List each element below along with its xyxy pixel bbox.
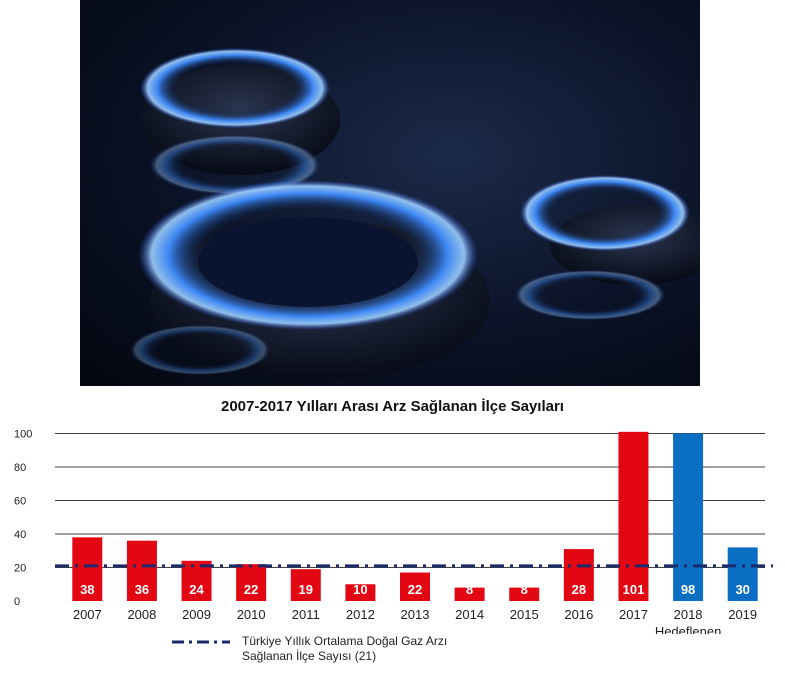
bar-value-label: 22: [244, 582, 258, 597]
x-tick-label: 2018: [674, 607, 703, 622]
x-tick-label: 2019: [728, 607, 757, 622]
bar: [400, 572, 430, 601]
x-tick-label: 2014: [455, 607, 484, 622]
bar-value-label: 101: [623, 582, 645, 597]
x-tick-label: 2012: [346, 607, 375, 622]
bar: [727, 547, 758, 601]
bar-value-label: 98: [681, 582, 695, 597]
legend-dash-dot-line: [172, 640, 230, 644]
bar: [563, 549, 594, 601]
x-tick-label: 2015: [510, 607, 539, 622]
bar-value-label: 8: [466, 582, 473, 597]
bar: [509, 587, 540, 601]
bar-value-label: 19: [299, 582, 313, 597]
x-tick-label: 2007: [73, 607, 102, 622]
bar: [673, 433, 704, 601]
bar: [126, 540, 157, 601]
x-tick-label: 2011: [292, 607, 320, 622]
bar-value-label: 22: [408, 582, 422, 597]
bar-value-label: 30: [735, 582, 749, 597]
bar-value-label: 28: [572, 582, 586, 597]
legend: Türkiye Yıllık Ortalama Doğal Gaz Arzı S…: [170, 634, 482, 664]
x-tick-label: 2016: [564, 607, 593, 622]
x-tick-label: 2009: [182, 607, 211, 622]
bar: [72, 537, 103, 601]
y-tick-label: 100: [14, 429, 32, 441]
chart-title: 2007-2017 Yılları Arası Arz Sağlanan İlç…: [221, 398, 564, 415]
y-tick-label: 60: [14, 496, 26, 508]
bar-chart: 0 20 40 60 80 100 38 2007 36 2008 24 2009 22 2010 19 20…: [14, 429, 773, 634]
bar-value-label: 24: [189, 582, 204, 597]
bar: [618, 431, 649, 601]
gas-stove-photo: [80, 0, 700, 386]
bar-value-label: 38: [80, 582, 94, 597]
y-tick-label: 20: [14, 563, 26, 575]
y-tick-label: 40: [14, 529, 26, 541]
x-tick-label: 2008: [127, 607, 156, 622]
y-tick-label: 0: [14, 596, 20, 608]
x-tick-label: 2017: [619, 607, 648, 622]
bar: [181, 560, 212, 601]
bar-value-label: 10: [353, 582, 367, 597]
gas-burner-flames-image: [130, 48, 700, 380]
bar: [236, 564, 267, 601]
x-tick-label: 2013: [401, 607, 430, 622]
legend-label: Türkiye Yıllık Ortalama Doğal Gaz Arzı S…: [242, 634, 448, 663]
x-tick-label: 2010: [237, 607, 266, 622]
bar: [454, 587, 485, 601]
y-tick-label: 80: [14, 462, 26, 474]
x-tick-sublabel: Hedeflenen: [655, 624, 722, 634]
bar: [290, 569, 321, 601]
bar: [345, 584, 376, 601]
bar-value-label: 36: [135, 582, 149, 597]
bar-value-label: 8: [521, 582, 528, 597]
